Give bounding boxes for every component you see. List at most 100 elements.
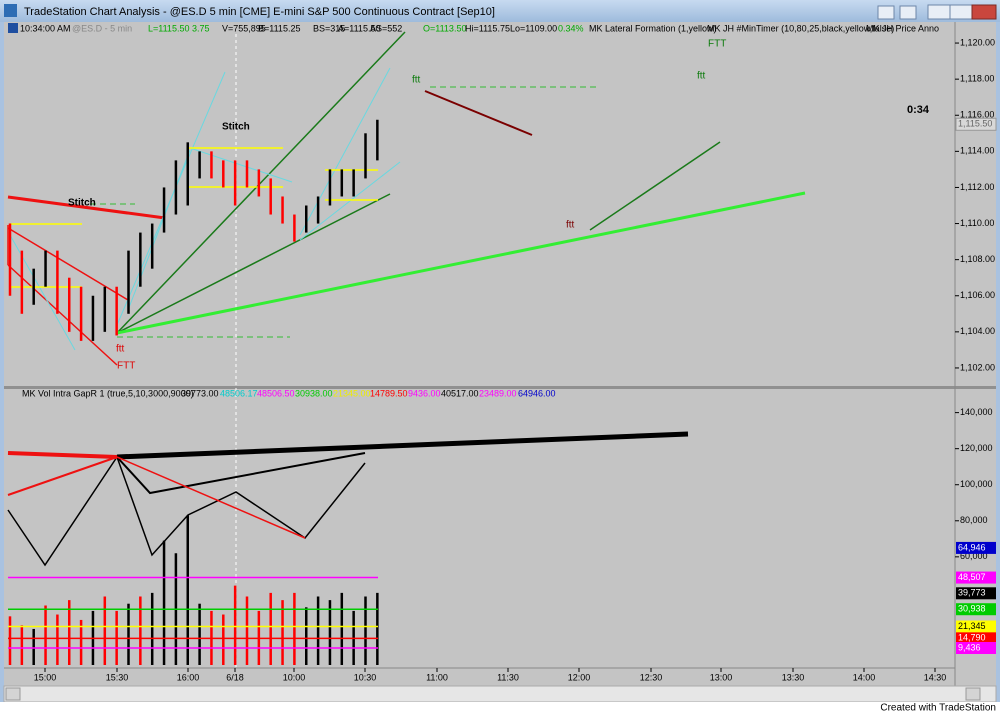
chart-button[interactable] xyxy=(877,5,895,20)
price-tick-label: 1,106.00 xyxy=(960,290,995,300)
close-button[interactable] xyxy=(971,4,997,20)
scrollbar[interactable] xyxy=(3,685,997,703)
level-label: 14,790 xyxy=(958,633,986,643)
price-tick-label: 1,112.00 xyxy=(960,182,994,192)
volume-header-item: 30938.00 xyxy=(295,388,333,398)
volume-tick-label: 60,000 xyxy=(960,551,988,561)
price-tick-label: 1,114.00 xyxy=(960,146,994,156)
annotation: ftt xyxy=(412,75,421,86)
chart-area xyxy=(4,22,996,686)
time-tick-label: 13:30 xyxy=(782,672,805,682)
price-tick-label: 1,104.00 xyxy=(960,326,995,336)
trend-line xyxy=(424,90,533,136)
chart-button[interactable] xyxy=(899,5,917,20)
volume-header-item: MK Vol Intra GapR 1 (true,5,10,3000,9000… xyxy=(22,388,194,398)
time-tick-label: 12:00 xyxy=(568,672,591,682)
volume-header-item: 21345.00 xyxy=(333,388,371,398)
gap-line xyxy=(116,456,306,539)
time-tick-label: 10:30 xyxy=(354,672,377,682)
time-tick-label: 11:30 xyxy=(497,672,519,682)
title-bar xyxy=(0,0,1000,22)
level-box xyxy=(956,571,996,584)
time-tick-label: 11:00 xyxy=(426,672,448,682)
cyan-line xyxy=(189,147,293,183)
gap-line xyxy=(116,431,689,460)
price-header-item: L=1115.50 xyxy=(148,23,189,33)
trend-line xyxy=(589,141,721,231)
volume-header-item: 48506.50 xyxy=(257,388,295,398)
time-tick-label: 14:00 xyxy=(853,672,876,682)
price-tick-label: 1,102.00 xyxy=(960,362,995,372)
annotation: FTT xyxy=(708,39,726,50)
annotation: ftt xyxy=(116,344,125,355)
level-label: 9,436 xyxy=(958,642,981,652)
app-icon xyxy=(4,4,17,17)
time-tick-label: 13:00 xyxy=(710,672,733,682)
gap-line xyxy=(7,451,118,459)
price-header-item: AS=552 xyxy=(370,23,402,33)
price-tick-label: 1,108.00 xyxy=(960,254,995,264)
price-header-item: B=1115.25 xyxy=(258,23,300,33)
price-header-item: 0.34% xyxy=(558,23,584,33)
time-tick-label: 15:30 xyxy=(106,672,129,682)
annotation: Stitch xyxy=(68,198,96,209)
panel-divider xyxy=(4,386,996,389)
cyan-line xyxy=(127,149,191,311)
level-label: 30,938 xyxy=(958,604,986,614)
footer-bar xyxy=(0,702,1000,714)
cyan-line xyxy=(299,161,401,241)
price-header-item: MK JH Price Anno xyxy=(866,23,939,33)
volume-header-item: 9436.00 xyxy=(408,388,441,398)
gap-line xyxy=(116,452,366,495)
price-tick-label: 1,118.00 xyxy=(960,74,994,84)
price-header-item: O=1113.50 xyxy=(423,23,466,33)
trend-line xyxy=(116,193,391,334)
timer: 0:34 xyxy=(907,104,930,116)
price-tick-label: 1,110.00 xyxy=(960,218,994,228)
volume-header-item: 64946.00 xyxy=(518,388,556,398)
gap-line xyxy=(7,455,366,567)
annotation: ftt xyxy=(697,71,706,82)
trend-line xyxy=(116,31,406,334)
cyan-line xyxy=(299,67,391,236)
scroll-left[interactable] xyxy=(5,687,21,701)
volume-tick-label: 100,000 xyxy=(960,479,993,489)
time-tick-label: 14:30 xyxy=(924,672,947,682)
level-label: 21,345 xyxy=(958,621,986,631)
price-header-item: @ES.D - 5 min xyxy=(72,23,132,33)
channel-line xyxy=(7,264,118,366)
price-tick-label: 1,116.00 xyxy=(960,110,994,120)
last-price-label: 1,115.50 xyxy=(958,119,992,129)
price-header-item: 3.75 xyxy=(192,23,210,33)
price-header-item: MK JH #MinTimer (10,80,25,black,yellow,f… xyxy=(707,23,894,33)
level-box xyxy=(956,587,996,600)
last-price-box xyxy=(955,117,997,131)
volume-header-item: 39773.00 xyxy=(181,388,219,398)
price-tick-label: 1,120.00 xyxy=(960,37,995,47)
time-tick-label: 10:00 xyxy=(283,672,306,682)
volume-header-item: 23489.00 xyxy=(479,388,517,398)
channel-line xyxy=(7,227,129,301)
level-box xyxy=(956,541,996,554)
minimize-button[interactable] xyxy=(927,4,951,20)
volume-header-item: 14789.50 xyxy=(370,388,408,398)
window-title: TradeStation Chart Analysis - @ES.D 5 mi… xyxy=(24,6,495,18)
maximize-button[interactable] xyxy=(949,4,973,20)
level-box xyxy=(956,603,996,616)
level-label: 64,946 xyxy=(958,542,986,552)
footer: Created with TradeStation xyxy=(880,703,996,714)
time-tick-label: 15:00 xyxy=(34,672,57,682)
level-label: 48,507 xyxy=(958,572,986,582)
level-label: 39,773 xyxy=(958,588,986,598)
price-header-item: Hi=1115.75 xyxy=(465,23,510,33)
annotation: FTT xyxy=(117,361,135,372)
price-header-item: Lo=1109.00 xyxy=(510,23,557,33)
annotation: Stitch xyxy=(222,122,250,133)
scroll-right[interactable] xyxy=(965,687,981,701)
price-header-item: BS=315 xyxy=(313,23,345,33)
price-header-item: A=1115.50 xyxy=(338,23,380,33)
trend-line xyxy=(116,191,806,335)
symbol-icon xyxy=(8,23,18,33)
